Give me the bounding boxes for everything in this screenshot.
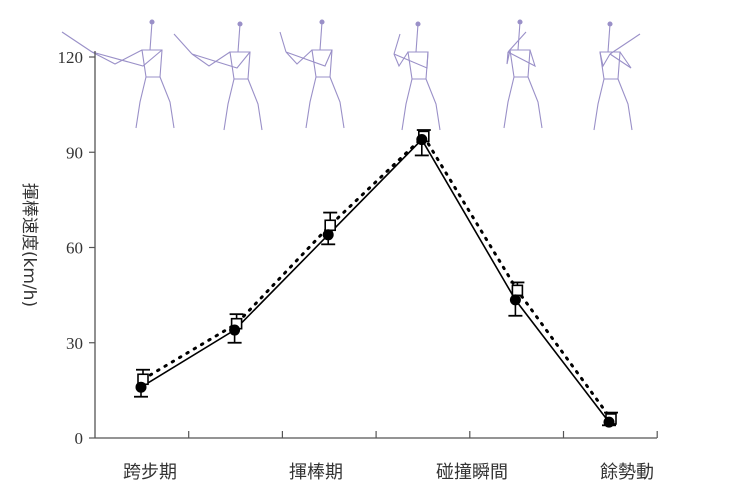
pose-stroke	[279, 31, 287, 53]
pose-stroke	[191, 51, 251, 69]
pose-stroke	[393, 51, 409, 68]
pose-stroke	[247, 78, 263, 131]
pose-stroke	[285, 49, 333, 67]
filled-circle-marker	[135, 381, 147, 393]
y-tick-label: 0	[75, 429, 84, 448]
pose-stroke	[517, 21, 521, 51]
y-axis-label: 揮棒速度(km/h)	[19, 183, 39, 307]
filled-circle-marker	[603, 416, 615, 428]
pose-stroke	[305, 76, 317, 129]
open-square-marker	[511, 284, 524, 297]
pose-stroke	[425, 78, 441, 131]
pose-stroke	[393, 33, 401, 55]
pose-stroke	[91, 49, 163, 67]
pose-stroke	[393, 51, 429, 69]
swing-pose-figure	[173, 21, 263, 131]
pose-joint	[149, 19, 155, 25]
pose-stroke	[191, 51, 231, 67]
x-category-label: 揮棒期	[289, 462, 343, 483]
pose-stroke	[609, 51, 632, 69]
pose-stroke	[91, 49, 143, 65]
pose-joint	[607, 21, 613, 27]
pose-stroke	[141, 49, 163, 78]
x-category-label: 跨步期	[123, 462, 177, 483]
pose-stroke	[617, 78, 633, 131]
pose-joint	[415, 21, 421, 27]
pose-stroke	[507, 31, 527, 53]
pose-stroke	[311, 49, 333, 78]
pose-stroke	[609, 33, 641, 55]
pose-joint	[319, 19, 325, 25]
pose-stroke	[329, 76, 345, 129]
filled-circle-marker	[322, 229, 334, 241]
swing-pose-figures	[61, 19, 641, 131]
pose-stroke	[135, 76, 147, 129]
pose-stroke	[503, 76, 515, 129]
swing-pose-figure	[61, 19, 175, 129]
pose-stroke	[407, 51, 429, 80]
pose-joint	[517, 19, 523, 25]
x-category-label: 餘勢動	[600, 462, 654, 483]
pose-stroke	[285, 49, 313, 65]
solid-series-line	[140, 138, 610, 423]
axes: 0 30 60 90 120 跨步期 揮棒期 碰撞瞬間 餘勢動	[58, 48, 658, 483]
y-tick-label: 120	[58, 48, 84, 67]
pose-stroke	[599, 51, 611, 68]
pose-stroke	[149, 21, 153, 51]
pose-stroke	[415, 23, 419, 53]
dotted-series-line	[141, 134, 613, 421]
pose-stroke	[159, 76, 175, 129]
pose-stroke	[401, 78, 413, 131]
pose-stroke	[237, 23, 241, 53]
y-tick-label: 90	[66, 143, 83, 162]
pose-stroke	[61, 31, 93, 53]
x-category-label: 碰撞瞬間	[436, 462, 508, 483]
filled-circle-marker	[509, 294, 521, 306]
pose-stroke	[507, 49, 536, 68]
series-layer	[134, 129, 618, 428]
pose-stroke	[319, 21, 323, 51]
swing-pose-figure	[279, 19, 345, 129]
pose-stroke	[607, 23, 611, 53]
pose-stroke	[223, 78, 235, 131]
y-tick-label: 60	[66, 239, 83, 258]
swing-pose-figure	[393, 21, 441, 131]
y-tick-label: 30	[66, 334, 83, 353]
swing-pose-figure	[503, 19, 543, 129]
pose-stroke	[173, 33, 193, 55]
pose-joint	[237, 21, 243, 27]
filled-circle-marker	[416, 134, 428, 146]
pose-stroke	[593, 78, 605, 131]
filled-circle-marker	[229, 324, 241, 336]
swing-pose-figure	[593, 21, 641, 131]
pose-stroke	[527, 76, 543, 129]
open-square-marker	[324, 219, 337, 232]
pose-stroke	[506, 49, 511, 65]
